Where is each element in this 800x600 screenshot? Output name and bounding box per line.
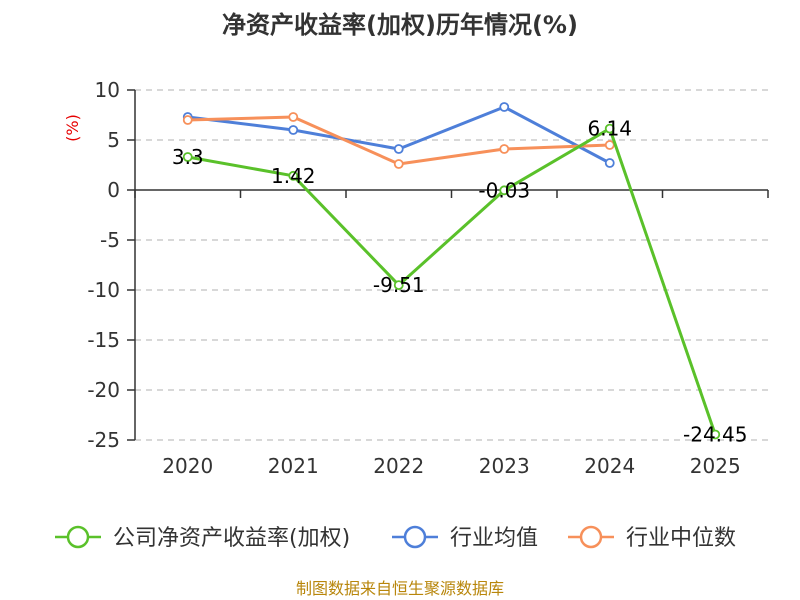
series-point-2 xyxy=(499,144,510,154)
data-label: -9.51 xyxy=(373,273,425,297)
legend-swatch-marker xyxy=(403,525,427,549)
series-point-2 xyxy=(182,115,193,125)
data-label: 3.3 xyxy=(172,145,204,169)
legend-swatch-marker xyxy=(66,525,90,549)
y-tick-label: -10 xyxy=(87,278,120,302)
series-point-0 xyxy=(182,152,193,162)
x-tick-label: 2021 xyxy=(268,454,319,478)
x-tick-label: 2025 xyxy=(690,454,741,478)
series-point-0 xyxy=(710,429,721,440)
x-tick-label: 2022 xyxy=(373,454,424,478)
data-labels: 3.3 1.42 -9.51 -0.03 6.14 -24.45 xyxy=(172,117,748,447)
series-point-0 xyxy=(288,170,299,181)
series-point-0 xyxy=(499,185,510,196)
x-tick-label: 2023 xyxy=(479,454,530,478)
series-point-2 xyxy=(393,159,404,169)
series-point-0 xyxy=(393,280,404,291)
data-label: -0.03 xyxy=(478,178,530,202)
legend-label: 行业中位数 xyxy=(626,526,736,551)
series-lines xyxy=(182,102,721,440)
series-line-1 xyxy=(187,105,611,165)
gridlines xyxy=(135,89,768,441)
series-point-1 xyxy=(604,158,615,168)
legend-swatch-marker xyxy=(579,525,603,549)
series-point-2 xyxy=(604,140,615,150)
data-label: 6.14 xyxy=(587,117,632,141)
axes: 10 5 0 -5 -10 -15 -20 -25 2020 2021 2022 2023 2024 20… xyxy=(87,78,769,478)
chart-title: 净资产收益率(加权)历年情况(%) xyxy=(222,11,578,39)
series-point-1 xyxy=(499,102,510,112)
y-tick-label: 10 xyxy=(95,78,120,102)
y-tick-label: -15 xyxy=(87,328,120,352)
y-axis-unit-label: (%) xyxy=(63,114,82,142)
data-label: -24.45 xyxy=(683,423,747,447)
x-tick-label: 2020 xyxy=(162,454,213,478)
x-tick-label: 2024 xyxy=(584,454,635,478)
legend-label: 行业均值 xyxy=(450,526,538,551)
legend-label: 公司净资产收益率(加权) xyxy=(113,526,350,551)
series-line-0 xyxy=(187,127,717,435)
series-point-2 xyxy=(288,112,299,122)
legend: 公司净资产收益率(加权) 行业均值 行业中位数 xyxy=(55,525,736,551)
series-point-1 xyxy=(288,125,299,135)
y-tick-label: 0 xyxy=(107,178,120,202)
series-point-1 xyxy=(393,144,404,154)
y-tick-label: -20 xyxy=(87,378,120,402)
series-point-0 xyxy=(604,123,615,134)
source-note: 制图数据来自恒生聚源数据库 xyxy=(296,579,504,598)
data-label: 1.42 xyxy=(271,164,316,188)
y-tick-label: -5 xyxy=(100,228,120,252)
y-tick-label: -25 xyxy=(87,428,120,452)
y-tick-label: 5 xyxy=(107,128,120,152)
